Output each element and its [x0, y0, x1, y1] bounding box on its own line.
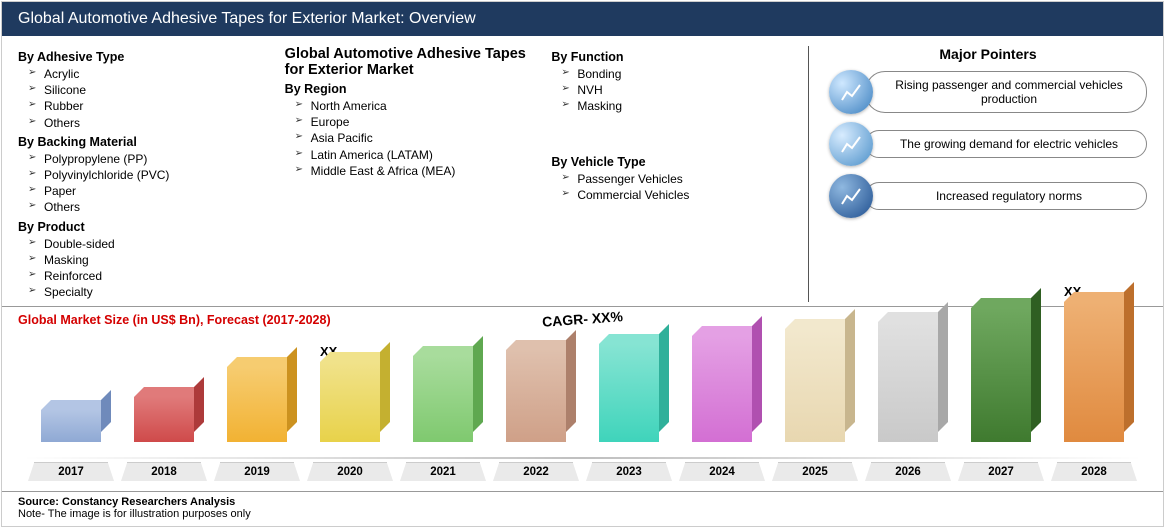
- category-title: By Vehicle Type: [551, 155, 808, 169]
- note-text: Note- The image is for illustration purp…: [18, 508, 1147, 520]
- bar: 2024: [683, 336, 761, 481]
- category-item: Acrylic: [44, 66, 275, 82]
- pointer-text: The growing demand for electric vehicles: [865, 130, 1147, 158]
- category-list: Passenger VehiclesCommercial Vehicles: [551, 171, 808, 203]
- category-item: Passenger Vehicles: [577, 171, 808, 187]
- bar: 2026: [869, 322, 947, 481]
- category-title: By Backing Material: [18, 135, 275, 149]
- bar: XX2020: [311, 362, 389, 481]
- bar: 2025: [776, 329, 854, 481]
- bar: 2022: [497, 350, 575, 481]
- pointer-text: Increased regulatory norms: [865, 182, 1147, 210]
- category-item: Masking: [577, 98, 808, 114]
- category-list: Double-sidedMaskingReinforcedSpecialty: [18, 236, 275, 301]
- category-item: Reinforced: [44, 268, 275, 284]
- category-title: By Function: [551, 50, 808, 64]
- bar: 2019: [218, 367, 296, 481]
- category-col-2: Global Automotive Adhesive Tapes for Ext…: [285, 46, 542, 302]
- category-item: North America: [311, 98, 542, 114]
- infographic-container: Global Automotive Adhesive Tapes for Ext…: [1, 1, 1164, 527]
- category-item: Middle East & Africa (MEA): [311, 163, 542, 179]
- category-title: By Adhesive Type: [18, 50, 275, 64]
- bar-year-label: 2028: [1057, 462, 1131, 481]
- pointers-title: Major Pointers: [829, 46, 1147, 62]
- major-pointers-panel: Major Pointers Rising passenger and comm…: [808, 46, 1147, 302]
- category-item: Silicone: [44, 82, 275, 98]
- top-section: By Adhesive TypeAcrylicSiliconeRubberOth…: [2, 36, 1163, 307]
- category-item: Asia Pacific: [311, 130, 542, 146]
- category-title: By Region: [285, 82, 542, 96]
- content: By Adhesive TypeAcrylicSiliconeRubberOth…: [2, 36, 1163, 526]
- header-bar: Global Automotive Adhesive Tapes for Ext…: [2, 2, 1163, 36]
- bar-year-label: 2023: [592, 462, 666, 481]
- bar: 2023: [590, 344, 668, 481]
- pointer-icon: [829, 70, 873, 114]
- bar-year-label: 2020: [313, 462, 387, 481]
- bar-year-label: 2018: [127, 462, 201, 481]
- category-item: Polypropylene (PP): [44, 151, 275, 167]
- pointer-icon: [829, 122, 873, 166]
- pointer-text: Rising passenger and commercial vehicles…: [865, 71, 1147, 113]
- source-text: Source: Constancy Researchers Analysis: [18, 496, 1147, 508]
- category-col-3: By Function BondingNVHMasking By Vehicle T…: [551, 46, 808, 302]
- category-list: BondingNVHMasking: [551, 66, 808, 115]
- bar: 2027: [962, 308, 1040, 481]
- bar: 2021: [404, 356, 482, 481]
- bar-year-label: 2022: [499, 462, 573, 481]
- category-list: North AmericaEuropeAsia PacificLatin Ame…: [285, 98, 542, 179]
- categories: By Adhesive TypeAcrylicSiliconeRubberOth…: [18, 46, 808, 302]
- bar-year-label: 2026: [871, 462, 945, 481]
- pointer-icon: [829, 174, 873, 218]
- category-item: Bonding: [577, 66, 808, 82]
- bars-row: 2017 2018 2019 XX2020 2021 2022 2023 2024 2025 20…: [32, 301, 1133, 481]
- pointer-item: Rising passenger and commercial vehicles…: [829, 70, 1147, 114]
- category-list: AcrylicSiliconeRubberOthers: [18, 66, 275, 131]
- category-item: Latin America (LATAM): [311, 147, 542, 163]
- bar-year-label: 2024: [685, 462, 759, 481]
- bar: XX2028: [1055, 302, 1133, 481]
- category-item: Polyvinylchloride (PVC): [44, 167, 275, 183]
- category-title: By Product: [18, 220, 275, 234]
- category-list: Polypropylene (PP)Polyvinylchloride (PVC…: [18, 151, 275, 216]
- category-item: Specialty: [44, 284, 275, 300]
- chart-area: Global Market Size (in US$ Bn), Forecast…: [2, 307, 1163, 491]
- category-item: Europe: [311, 114, 542, 130]
- bar: 2017: [32, 410, 110, 481]
- market-title: Global Automotive Adhesive Tapes for Ext…: [285, 46, 542, 78]
- bar-year-label: 2025: [778, 462, 852, 481]
- category-item: NVH: [577, 82, 808, 98]
- category-item: Others: [44, 199, 275, 215]
- pointer-item: The growing demand for electric vehicles: [829, 122, 1147, 166]
- category-item: Paper: [44, 183, 275, 199]
- category-item: Rubber: [44, 98, 275, 114]
- bar-year-label: 2027: [964, 462, 1038, 481]
- footer: Source: Constancy Researchers Analysis N…: [2, 491, 1163, 526]
- category-item: Others: [44, 115, 275, 131]
- bar-year-label: 2019: [220, 462, 294, 481]
- category-item: Double-sided: [44, 236, 275, 252]
- category-item: Masking: [44, 252, 275, 268]
- category-item: Commercial Vehicles: [577, 187, 808, 203]
- bar: 2018: [125, 397, 203, 481]
- bar-year-label: 2021: [406, 462, 480, 481]
- bar-year-label: 2017: [34, 462, 108, 481]
- page-title: Global Automotive Adhesive Tapes for Ext…: [18, 10, 476, 27]
- pointer-item: Increased regulatory norms: [829, 174, 1147, 218]
- category-col-1: By Adhesive TypeAcrylicSiliconeRubberOth…: [18, 46, 275, 302]
